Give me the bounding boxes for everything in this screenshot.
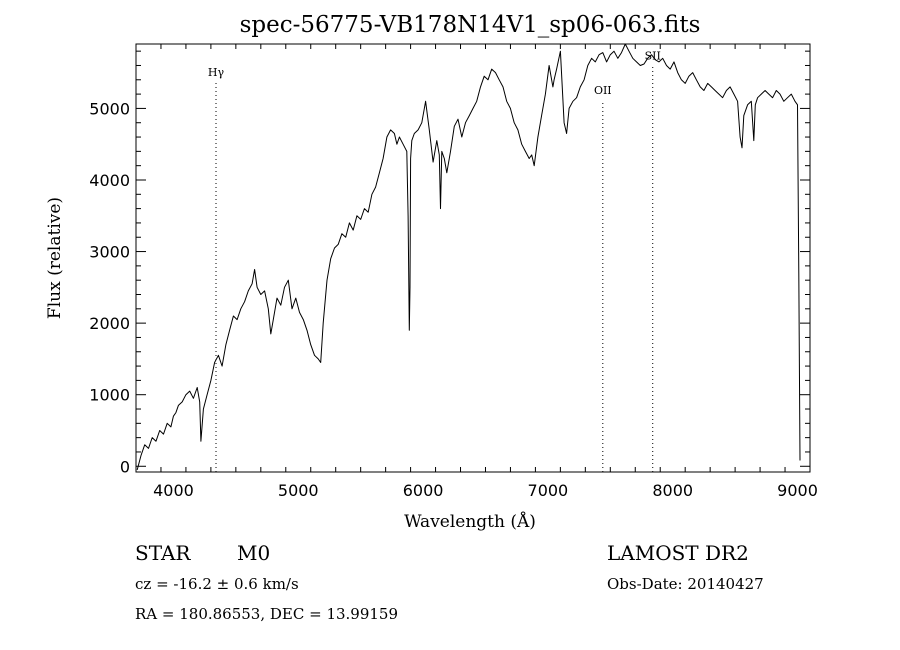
x-tick-label: 7000 — [528, 481, 569, 500]
spectrum-line-0 — [136, 43, 801, 471]
plot-frame — [135, 43, 811, 473]
y-tick-label: 4000 — [89, 171, 130, 190]
x-tick-label: 6000 — [403, 481, 444, 500]
survey-name: LAMOST DR2 — [607, 541, 749, 565]
line-marker-label: Hγ — [208, 66, 225, 79]
y-tick-label: 3000 — [89, 243, 130, 262]
y-tick-label: 5000 — [89, 99, 130, 118]
obs-date: Obs-Date: 20140427 — [607, 575, 764, 593]
x-tick-label: 5000 — [278, 481, 319, 500]
coordinates-readout: RA = 180.86553, DEC = 13.99159 — [135, 605, 399, 623]
x-tick-label: 8000 — [652, 481, 693, 500]
y-tick-label: 2000 — [89, 314, 130, 333]
y-tick-label: 1000 — [89, 386, 130, 405]
spectral-subclass: M0 — [237, 541, 271, 565]
x-axis-label: Wavelength (Å) — [404, 512, 536, 532]
line-marker-label: OII — [594, 84, 612, 97]
y-tick-label: 0 — [120, 457, 130, 476]
redshift-readout: cz = -16.2 ± 0.6 km/s — [135, 575, 299, 593]
chart-title: spec-56775-VB178N14V1_sp06-063.fits — [239, 12, 701, 38]
y-axis-label: Flux (relative) — [45, 196, 65, 320]
object-class: STAR — [135, 541, 191, 565]
x-tick-label: 9000 — [777, 481, 818, 500]
x-tick-label: 4000 — [153, 481, 194, 500]
